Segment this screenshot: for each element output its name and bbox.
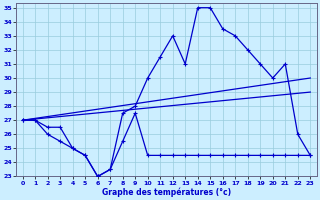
- X-axis label: Graphe des températures (°c): Graphe des températures (°c): [102, 187, 231, 197]
